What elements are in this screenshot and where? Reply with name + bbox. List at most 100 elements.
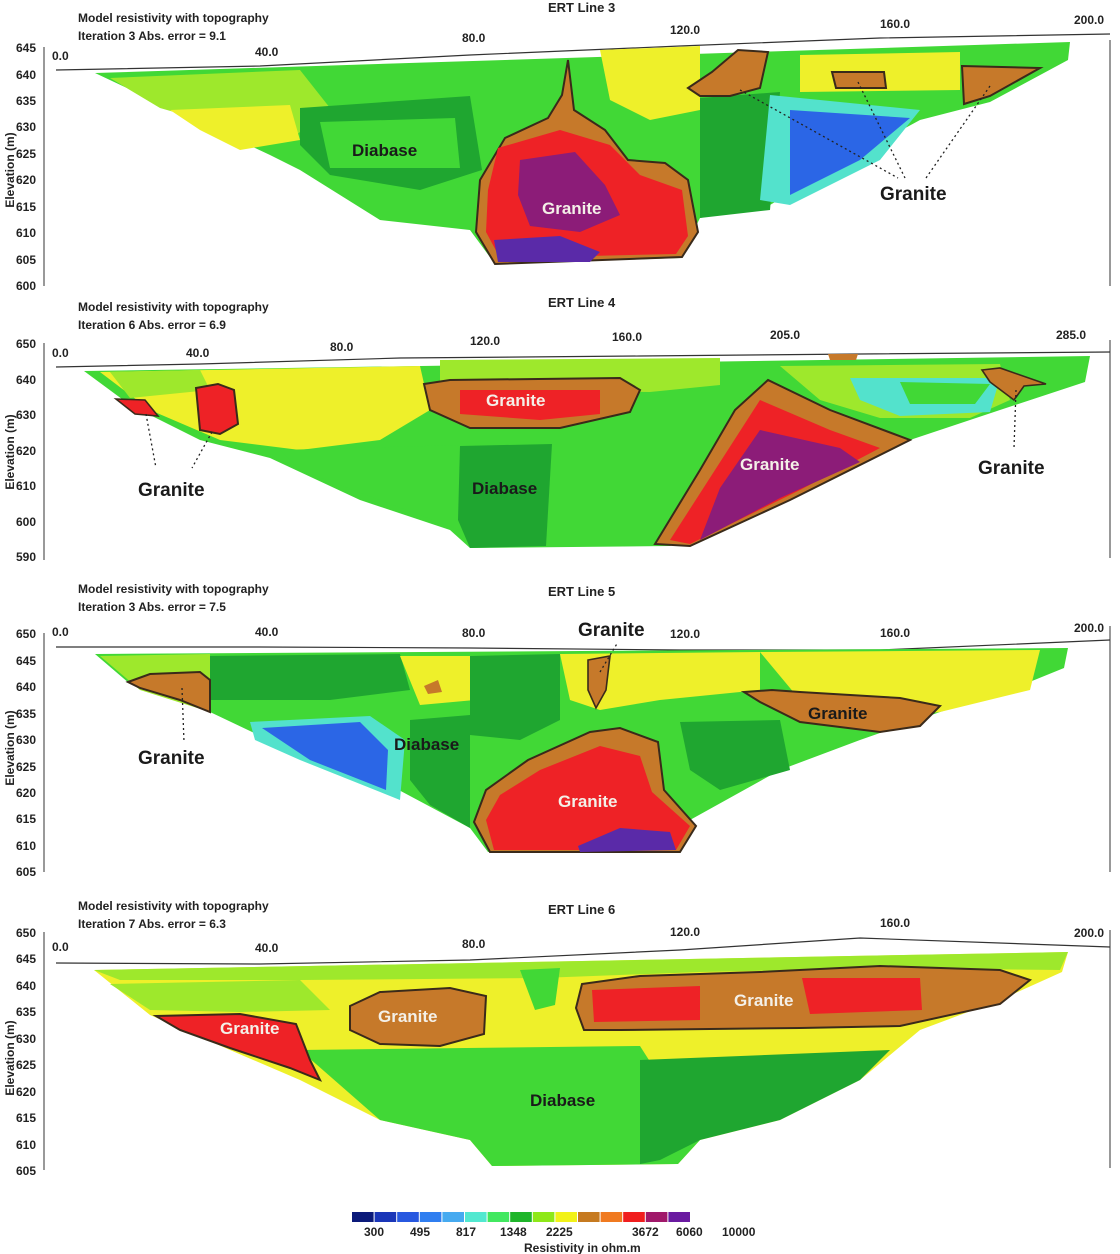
zone-green: [900, 382, 990, 404]
granite-label: Granite: [578, 620, 645, 641]
panel-title: ERT Line 3: [548, 0, 615, 15]
diabase-label: Diabase: [352, 141, 417, 160]
panel-ert-line-6: Model resistivity with topography Iterat…: [3, 899, 1111, 1178]
y-tick-label: 590: [16, 550, 36, 564]
x-tick-label: 120.0: [470, 334, 500, 348]
x-ticks: 0.0 40.0 80.0 120.0 160.0 200.0: [52, 916, 1104, 955]
x-ticks: 0.0 40.0 80.0 120.0 160.0 205.0 285.0: [52, 328, 1086, 360]
legend-swatch: [555, 1212, 577, 1222]
panel-subtitle: Model resistivity with topography: [78, 300, 269, 314]
y-tick-label: 620: [16, 786, 36, 800]
granite-label: Granite: [486, 391, 546, 410]
pointer-arrows: [145, 389, 1017, 469]
zone-red: [486, 746, 690, 850]
y-ticks: 650 645 640 635 630 625 620 615 610 605: [16, 926, 36, 1178]
granite-body: [194, 382, 240, 436]
topography-line: [55, 33, 1111, 71]
legend-value: 2225: [546, 1225, 573, 1239]
panel-subtitle: Model resistivity with topography: [78, 582, 269, 596]
y-tick-label: 650: [16, 627, 36, 641]
x-tick-label: 205.0: [770, 328, 800, 342]
granite-body: [152, 1012, 323, 1082]
zone-darkgreen: [470, 654, 560, 740]
x-tick-label: 285.0: [1056, 328, 1086, 342]
y-tick-label: 645: [16, 654, 36, 668]
pointer-arrow: [191, 431, 213, 469]
zone-violet: [578, 828, 676, 852]
panel-ert-line-3: Model resistivity with topography Iterat…: [3, 0, 1111, 293]
granite-body: [686, 48, 770, 97]
granite-body: [587, 655, 611, 710]
granite-label: Granite: [808, 704, 868, 723]
x-tick-label: 80.0: [462, 937, 486, 951]
y-tick-label: 605: [16, 865, 36, 879]
y-tick-label: 610: [16, 839, 36, 853]
y-tick-label: 610: [16, 479, 36, 493]
zone-blue: [790, 110, 910, 195]
y-tick-label: 640: [16, 979, 36, 993]
x-tick-label: 120.0: [670, 627, 700, 641]
legend-value: 495: [410, 1225, 430, 1239]
granite-body: [828, 354, 858, 360]
zone-violet: [494, 236, 600, 262]
granite-label: Granite: [220, 1019, 280, 1038]
y-ticks: 650 640 630 620 610 600 590: [16, 337, 36, 564]
y-tick-label: 610: [16, 1138, 36, 1152]
zone-red: [460, 390, 600, 420]
diabase-label: Diabase: [530, 1091, 595, 1110]
y-axis-label: Elevation (m): [3, 1020, 17, 1095]
x-ticks: 0.0 40.0 80.0 120.0 160.0 200.0: [52, 13, 1104, 63]
x-tick-label: 200.0: [1074, 621, 1104, 635]
zone-darkgreen: [410, 715, 470, 828]
x-tick-label: 0.0: [52, 346, 69, 360]
granite-label: Granite: [978, 458, 1045, 479]
zone-darkgreen: [458, 444, 552, 548]
x-tick-label: 80.0: [330, 340, 354, 354]
y-tick-label: 630: [16, 120, 36, 134]
zone-yellow: [560, 652, 760, 710]
legend-swatch: [374, 1212, 397, 1222]
legend: 300 495 817 1348 2225 3672 6060 10000 Re…: [352, 1212, 756, 1254]
y-axis-label: Elevation (m): [3, 414, 17, 489]
legend-title: Resistivity in ohm.m: [524, 1241, 641, 1254]
panel-iteration: Iteration 6 Abs. error = 6.9: [78, 318, 226, 332]
legend-swatch: [442, 1212, 464, 1222]
diabase-label: Diabase: [472, 479, 537, 498]
legend-swatches: [352, 1212, 690, 1222]
pointer-arrow: [599, 641, 619, 673]
y-tick-label: 605: [16, 1164, 36, 1178]
granite-body: [740, 688, 943, 734]
x-tick-label: 160.0: [880, 626, 910, 640]
zone-darkgreen: [680, 720, 790, 790]
legend-swatch: [465, 1212, 487, 1222]
legend-swatch: [397, 1212, 419, 1222]
pointer-arrow: [145, 413, 157, 469]
y-tick-label: 620: [16, 173, 36, 187]
zone-darkgreen: [640, 1050, 890, 1164]
legend-value: 817: [456, 1225, 476, 1239]
y-tick-label: 630: [16, 408, 36, 422]
legend-value: 1348: [500, 1225, 527, 1239]
zone-lime: [110, 370, 210, 398]
x-tick-label: 40.0: [186, 346, 210, 360]
legend-swatch: [578, 1212, 600, 1222]
granite-body: [125, 670, 211, 714]
y-tick-label: 640: [16, 373, 36, 387]
granite-label: Granite: [558, 792, 618, 811]
y-tick-label: 615: [16, 812, 36, 826]
granite-label: Granite: [138, 748, 205, 769]
legend-value: 10000: [722, 1225, 756, 1239]
granite-label: Granite: [378, 1007, 438, 1026]
y-axis-label: Elevation (m): [3, 132, 17, 207]
y-tick-label: 610: [16, 226, 36, 240]
pointer-arrows: [739, 81, 991, 179]
x-tick-label: 160.0: [880, 17, 910, 31]
diabase-label: Diabase: [394, 735, 459, 754]
y-tick-label: 640: [16, 68, 36, 82]
y-tick-label: 635: [16, 707, 36, 721]
y-tick-label: 640: [16, 680, 36, 694]
legend-swatch: [352, 1212, 374, 1222]
y-tick-label: 605: [16, 253, 36, 267]
y-tick-label: 650: [16, 337, 36, 351]
